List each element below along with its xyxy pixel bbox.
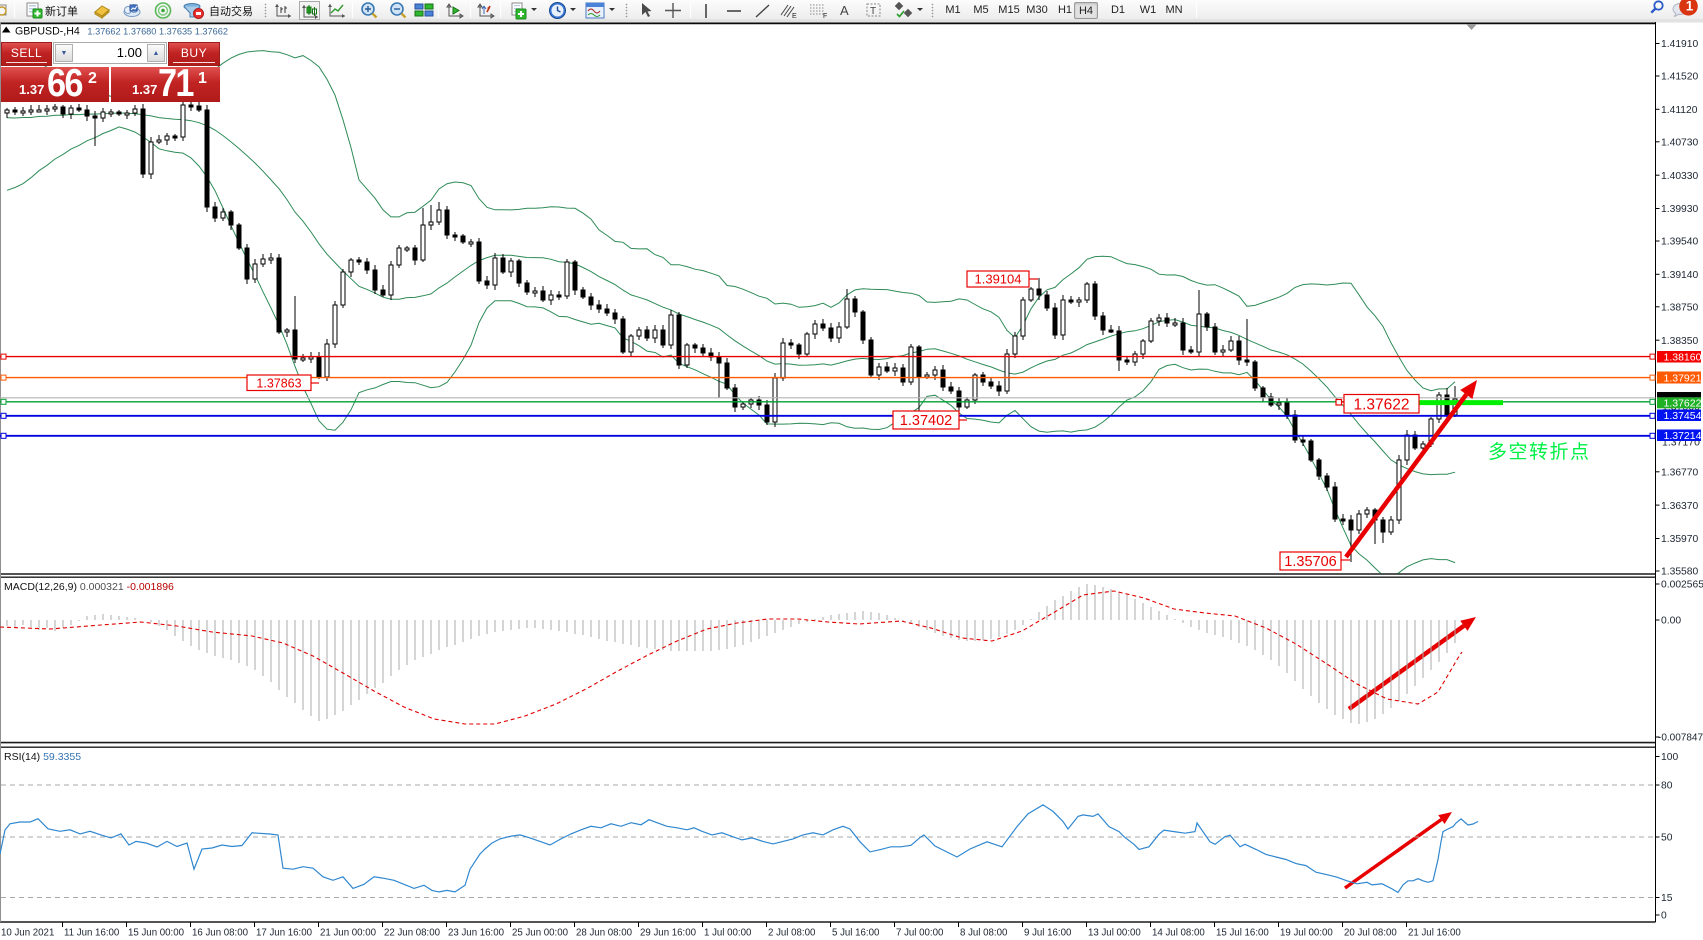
svg-text:1.39930: 1.39930 [1661,204,1698,215]
svg-text:1.41910: 1.41910 [1661,39,1698,50]
svg-text:T: T [870,6,876,17]
svg-text:1.37921: 1.37921 [1664,372,1702,384]
svg-text:0: 0 [1661,911,1667,922]
svg-text:0.002565: 0.002565 [1661,580,1703,591]
svg-text:1.37402: 1.37402 [900,413,952,429]
svg-text:1.38160: 1.38160 [1664,352,1702,364]
svg-text:1.41520: 1.41520 [1661,72,1698,83]
svg-text:5 Jul 16:00: 5 Jul 16:00 [832,928,880,939]
svg-text:21 Jun 00:00: 21 Jun 00:00 [320,928,377,939]
svg-text:1.37622: 1.37622 [1664,398,1702,410]
svg-text:28 Jun 08:00: 28 Jun 08:00 [576,928,633,939]
svg-text:1.40330: 1.40330 [1661,171,1698,182]
svg-text:1.35970: 1.35970 [1661,534,1698,545]
svg-text:1.35580: 1.35580 [1661,567,1698,578]
svg-text:1.41120: 1.41120 [1661,105,1698,116]
svg-text:1.39140: 1.39140 [1661,270,1698,281]
svg-text:17 Jun 16:00: 17 Jun 16:00 [256,928,313,939]
svg-text:RSI(14) 59.3355: RSI(14) 59.3355 [4,751,81,763]
svg-text:15 Jun 00:00: 15 Jun 00:00 [128,928,185,939]
svg-text:1 Jul 00:00: 1 Jul 00:00 [704,928,752,939]
svg-text:20 Jul 08:00: 20 Jul 08:00 [1344,928,1397,939]
svg-text:1.37214: 1.37214 [1664,430,1702,442]
svg-text:23 Jun 16:00: 23 Jun 16:00 [448,928,505,939]
svg-text:80: 80 [1661,781,1673,792]
svg-text:1.39540: 1.39540 [1661,237,1698,248]
svg-text:1.38750: 1.38750 [1661,303,1698,314]
svg-text:22 Jun 08:00: 22 Jun 08:00 [384,928,441,939]
svg-text:50: 50 [1661,833,1673,844]
svg-text:14 Jul 08:00: 14 Jul 08:00 [1152,928,1205,939]
svg-text:2 Jul 08:00: 2 Jul 08:00 [768,928,816,939]
svg-text:MACD(12,26,9) 0.000321 -0.0018: MACD(12,26,9) 0.000321 -0.001896 [4,581,174,593]
svg-text:15: 15 [1661,893,1673,904]
svg-text:1.37863: 1.37863 [256,376,301,390]
svg-text:多空转折点: 多空转折点 [1488,441,1591,463]
svg-text:1.36370: 1.36370 [1661,501,1698,512]
svg-text:16 Jun 08:00: 16 Jun 08:00 [192,928,249,939]
svg-text:GBPUSD-,H4 1.37662 1.37680 1: GBPUSD-,H4 1.37662 1.37680 1.37635 1.376… [15,26,228,38]
svg-text:1.36770: 1.36770 [1661,468,1698,479]
svg-text:1.35706: 1.35706 [1284,554,1336,570]
svg-text:15 Jul 16:00: 15 Jul 16:00 [1216,928,1269,939]
svg-text:21 Jul 16:00: 21 Jul 16:00 [1408,928,1461,939]
svg-text:E: E [792,13,797,19]
svg-text:100: 100 [1661,752,1678,763]
svg-text:1.37622: 1.37622 [1353,396,1409,413]
svg-text:19 Jul 00:00: 19 Jul 00:00 [1280,928,1333,939]
svg-text:1.37454: 1.37454 [1664,410,1702,422]
svg-text:1.39104: 1.39104 [975,272,1022,287]
svg-text:1.40730: 1.40730 [1661,138,1698,149]
svg-text:1.38350: 1.38350 [1661,336,1698,347]
svg-text:0.00: 0.00 [1661,616,1681,627]
svg-text:1: 1 [1686,0,1694,14]
svg-text:9 Jul 16:00: 9 Jul 16:00 [1024,928,1072,939]
svg-text:7 Jul 00:00: 7 Jul 00:00 [896,928,944,939]
svg-text:13 Jul 00:00: 13 Jul 00:00 [1088,928,1141,939]
svg-text:25 Jun 00:00: 25 Jun 00:00 [512,928,569,939]
svg-text:10 Jun 2021: 10 Jun 2021 [1,928,54,939]
svg-text:8 Jul 08:00: 8 Jul 08:00 [960,928,1008,939]
svg-text:11 Jun 16:00: 11 Jun 16:00 [64,928,120,939]
svg-text:-0.007847: -0.007847 [1658,733,1703,744]
svg-text:29 Jun 16:00: 29 Jun 16:00 [640,928,697,939]
svg-text:F: F [823,13,827,19]
